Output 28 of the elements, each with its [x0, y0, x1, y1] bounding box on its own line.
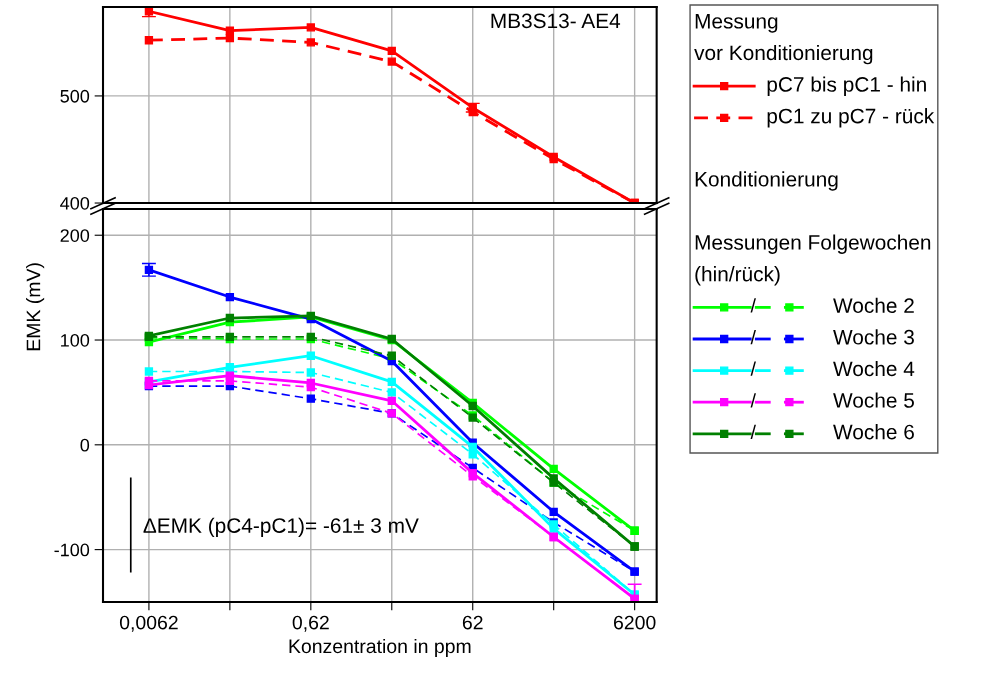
y-axis-title: EMK (mV)	[26, 263, 45, 351]
legend-label: pC7 bis pC1 - hin	[767, 76, 926, 96]
x-tick-label: 6200	[614, 615, 656, 630]
y-tick-label: -100	[54, 543, 90, 557]
annotation: ΔEMK (pC4-pC1)= -61± 3 mV	[143, 517, 419, 538]
y-tick-label: 0	[80, 438, 90, 452]
text: /	[750, 424, 756, 440]
legend-label: pC1 zu pC7 - rück	[767, 108, 935, 128]
legend-label: Woche 2	[833, 297, 914, 313]
legend-label: Woche 5	[833, 392, 914, 408]
legend-title: Messungen Folgewochen (hin/rück)	[695, 234, 931, 286]
text: Konditionierung	[695, 171, 838, 191]
y-tick-label: 100	[61, 333, 90, 347]
x-tick-label: 0,0062	[119, 615, 178, 632]
legend-label: Woche 3	[833, 329, 914, 345]
text: /	[750, 329, 756, 345]
y-tick-label: 400	[60, 196, 90, 210]
legend-label: Woche 4	[833, 360, 915, 377]
text: /	[750, 361, 756, 376]
x-axis-title: Konzentration in ppm	[289, 638, 471, 657]
text: /	[750, 393, 756, 408]
y-tick-label: 500	[60, 89, 90, 103]
y-tick-label: 200	[60, 229, 90, 242]
x-tick-label: 0,62	[292, 615, 329, 632]
legend-label: Woche 6	[833, 424, 914, 440]
x-tick-label: 62	[462, 615, 483, 630]
chart-title: MB3S13- AE4	[491, 13, 621, 29]
text: /	[750, 298, 756, 313]
